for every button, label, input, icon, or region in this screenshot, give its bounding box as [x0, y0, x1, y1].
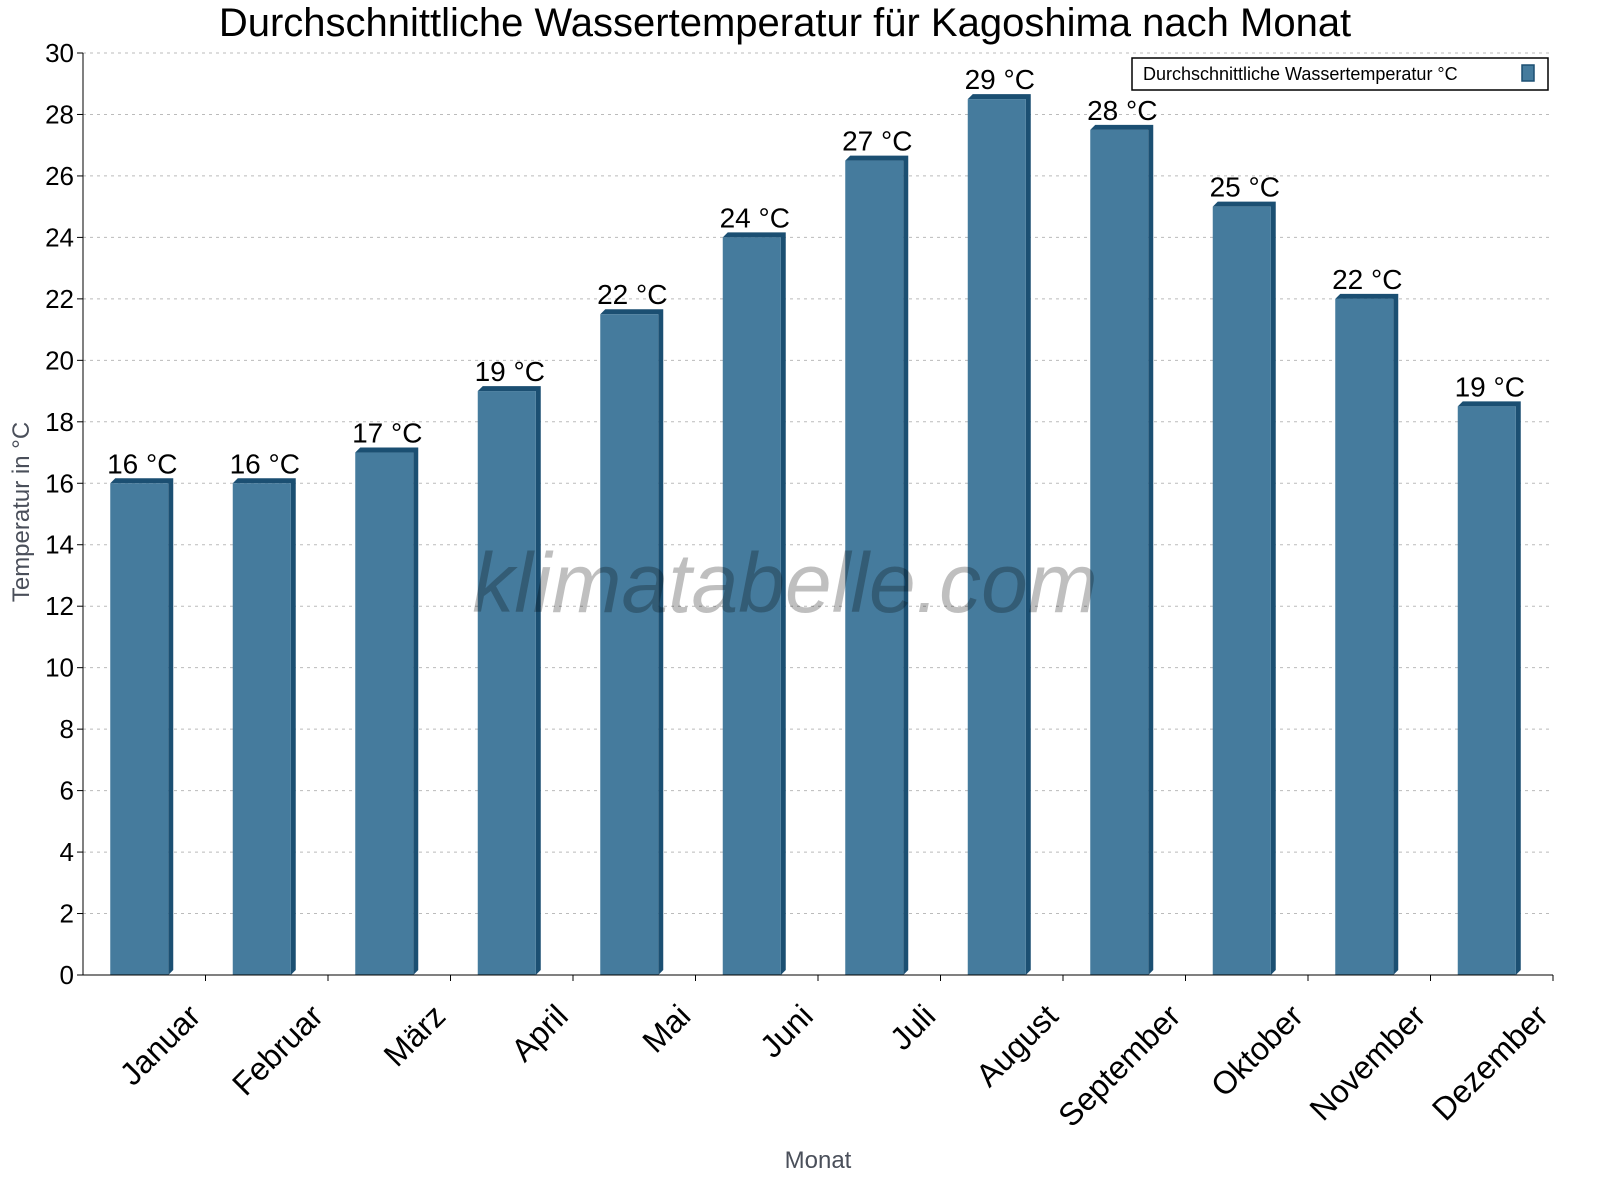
y-axis-label: Temperatur in °C: [8, 422, 35, 602]
bar: [1090, 129, 1149, 976]
y-tick-label: 0: [60, 960, 74, 990]
y-tick-label: 20: [45, 345, 74, 375]
y-tick-label: 6: [60, 776, 74, 806]
bar: [845, 160, 904, 976]
y-tick-label: 30: [45, 38, 74, 68]
data-label: 22 °C: [1332, 264, 1402, 295]
bar: [1335, 298, 1394, 975]
x-tick-label: November: [1302, 997, 1432, 1127]
x-tick-label: Dezember: [1425, 997, 1555, 1127]
y-tick-label: 14: [45, 530, 74, 560]
x-tick-label: September: [1051, 997, 1187, 1133]
bar: [355, 452, 414, 975]
data-label: 27 °C: [842, 126, 912, 157]
data-label: 28 °C: [1087, 95, 1157, 126]
data-label: 25 °C: [1210, 172, 1280, 203]
y-tick-label: 24: [45, 222, 74, 252]
y-tick-label: 10: [45, 653, 74, 683]
x-axis-label: Monat: [785, 1147, 852, 1174]
y-tick-label: 26: [45, 161, 74, 191]
data-label: 29 °C: [965, 64, 1035, 95]
y-tick-label: 18: [45, 407, 74, 437]
y-tick-label: 4: [60, 837, 74, 867]
data-label: 16 °C: [230, 448, 300, 479]
bar: [1212, 206, 1271, 975]
legend: Durchschnittliche Wassertemperatur °C: [1131, 57, 1549, 91]
data-label: 17 °C: [352, 418, 422, 449]
legend-swatch: [1521, 64, 1535, 82]
data-label: 19 °C: [1455, 371, 1525, 402]
y-tick-label: 22: [45, 284, 74, 314]
x-tick-label: März: [377, 998, 453, 1074]
x-tick-label: Mai: [635, 998, 697, 1060]
bar: [722, 237, 781, 975]
y-tick-label: 28: [45, 99, 74, 129]
bar: [110, 483, 169, 975]
bar: [232, 483, 291, 975]
x-tick-label: August: [969, 998, 1065, 1094]
bar: [477, 391, 536, 976]
watermark: klimatabelle.com: [472, 536, 1098, 630]
data-label: 19 °C: [475, 356, 545, 387]
x-tick-label: Januar: [113, 997, 208, 1092]
x-tick-label: Juli: [883, 998, 942, 1057]
data-label: 24 °C: [720, 202, 790, 233]
x-tick-label: April: [504, 998, 575, 1069]
bar: [600, 314, 659, 975]
data-label: 22 °C: [597, 279, 667, 310]
legend-box: [1131, 57, 1549, 91]
x-tick-label: Juni: [753, 998, 820, 1065]
y-tick-label: 16: [45, 468, 74, 498]
bar: [1457, 406, 1516, 975]
x-tick-label: Februar: [225, 997, 330, 1102]
bar: [967, 99, 1026, 976]
y-tick-label: 2: [60, 899, 74, 929]
y-tick-label: 8: [60, 714, 74, 744]
data-label: 16 °C: [107, 448, 177, 479]
y-tick-label: 12: [45, 591, 74, 621]
x-tick-label: Oktober: [1204, 997, 1310, 1103]
legend-label: Durchschnittliche Wassertemperatur °C: [1143, 64, 1458, 84]
chart-title: Durchschnittliche Wassertemperatur für K…: [219, 1, 1351, 45]
